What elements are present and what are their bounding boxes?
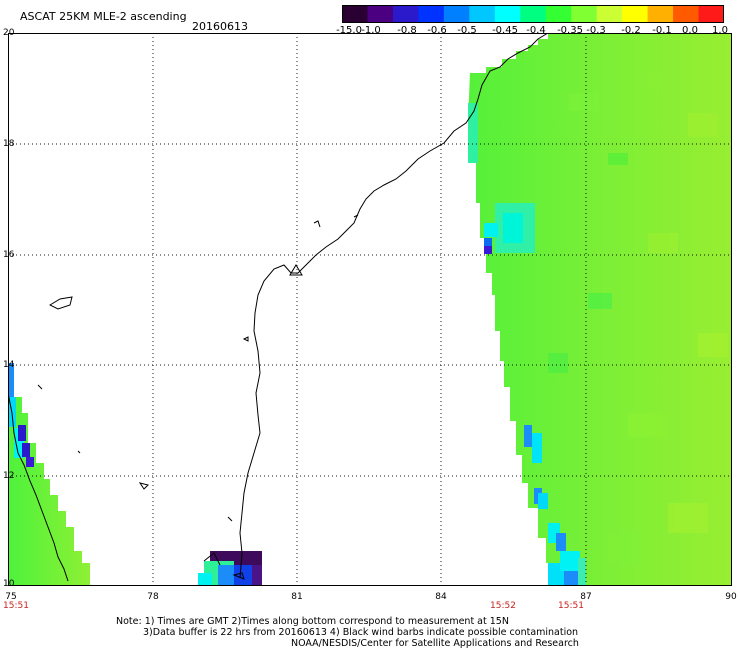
product-title: ASCAT 25KM MLE-2 ascending	[20, 11, 187, 22]
colorbar-segment	[495, 5, 521, 23]
colorbar-segment	[418, 5, 444, 23]
time-label-mid: 15:52	[490, 602, 516, 611]
y-tick-18: 18	[3, 140, 14, 149]
colorbar-segment	[520, 5, 546, 23]
colorbar-segment	[597, 5, 623, 23]
note-line-1: Note: 1) Times are GMT 2)Times along bot…	[116, 617, 509, 627]
colorbar-segment	[622, 5, 648, 23]
colorbar-segment	[571, 5, 597, 23]
x-tick-90: 90	[725, 593, 736, 602]
colorbar-segment	[367, 5, 393, 23]
colorbar-segment	[342, 5, 368, 23]
colorbar-segment	[699, 5, 724, 23]
y-tick-12: 12	[3, 472, 14, 481]
colorbar-segment	[673, 5, 699, 23]
y-tick-14: 14	[3, 361, 14, 370]
y-tick-10: 10	[3, 580, 14, 589]
time-label-east: 15:51	[558, 602, 584, 611]
note-line-2: 3)Data buffer is 22 hrs from 20160613 4)…	[143, 628, 578, 638]
x-tick-78: 78	[147, 593, 158, 602]
swath-south-80e	[198, 551, 262, 586]
colorbar-segment	[393, 5, 419, 23]
colorbar-segment	[444, 5, 470, 23]
colorbar	[342, 5, 724, 23]
small-islands	[38, 215, 358, 579]
x-tick-84: 84	[435, 593, 446, 602]
note-line-3: NOAA/NESDIS/Center for Satellite Applica…	[291, 639, 579, 649]
product-date: 20160613	[192, 21, 248, 32]
y-tick-16: 16	[3, 251, 14, 260]
colorbar-segment	[648, 5, 674, 23]
y-tick-20: 20	[3, 29, 14, 38]
colorbar-segment	[546, 5, 572, 23]
swath-west	[8, 363, 90, 586]
map-plot	[8, 33, 732, 586]
x-tick-81: 81	[291, 593, 302, 602]
time-label-west: 15:51	[3, 602, 29, 611]
colorbar-segment	[469, 5, 495, 23]
